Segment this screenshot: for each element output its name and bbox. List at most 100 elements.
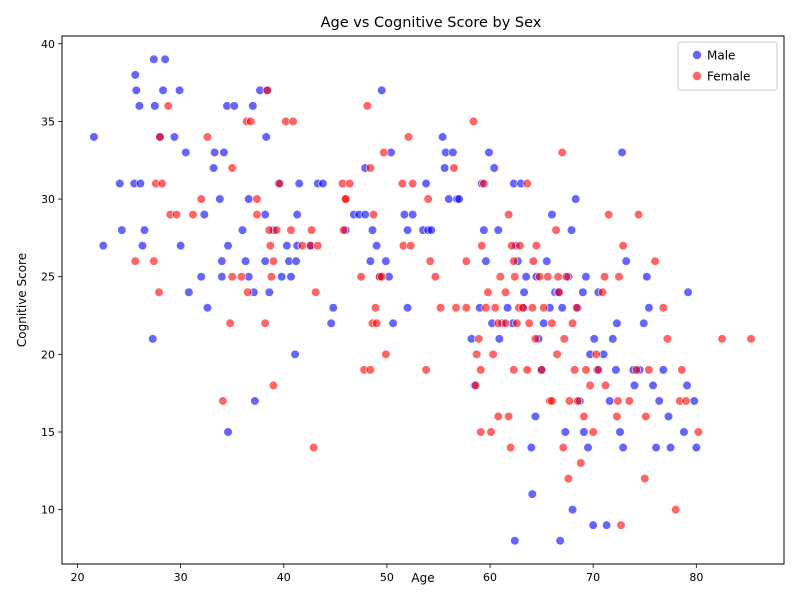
male-point [526,442,536,453]
male-point [286,272,296,282]
female-point [591,349,601,359]
male-point [648,380,658,391]
male-point [679,427,689,437]
chart-title: Age vs Cognitive Score by Sex [321,15,542,31]
female-point [297,241,307,251]
female-point [547,318,557,328]
female-point [537,365,547,375]
male-point [139,225,150,235]
legend-marker-male [692,50,702,60]
male-point [291,256,301,266]
male-point [566,225,577,235]
male-point [639,318,649,328]
female-point [534,272,545,282]
male-point [223,241,233,251]
male-point [621,256,631,266]
female-point [425,256,435,266]
female-point [421,365,431,375]
male-point [134,101,144,111]
female-point [356,272,366,282]
male-point [440,163,450,173]
female-point [488,349,498,359]
female-point [188,209,198,220]
male-point [644,303,654,313]
female-point [252,209,262,220]
male-point [381,256,391,266]
female-point [547,396,557,406]
male-point [264,287,274,297]
male-point [444,194,454,204]
male-point [388,318,398,328]
x-tick-label: 40 [277,571,291,584]
male-point [481,256,491,266]
female-point [483,287,493,297]
male-point [149,54,159,64]
male-point [408,209,418,220]
legend-label-female: Female [707,70,750,84]
female-point [362,101,372,111]
male-point [174,85,185,95]
female-point [476,365,486,375]
male-point [527,489,537,499]
male-point [150,101,160,111]
male-point [115,178,125,189]
male-point [683,287,693,297]
male-point [260,256,270,266]
female-point [243,287,253,297]
female-point [163,101,173,111]
female-point [271,225,282,235]
y-tick-label: 25 [41,271,55,284]
male-point [326,318,336,328]
male-point [605,396,615,406]
male-point [219,147,229,158]
female-point [202,132,213,142]
female-point [576,458,586,468]
female-point [640,473,650,484]
male-point [629,380,640,391]
female-point [377,272,387,282]
male-point [184,287,194,297]
female-point [504,411,514,422]
female-point [539,303,549,313]
male-point [611,365,621,375]
male-point [402,303,413,313]
male-point [484,147,494,158]
female-point [268,256,279,266]
female-point [449,163,459,173]
female-point [370,303,381,313]
male-point [169,132,180,142]
male-point [555,536,565,546]
female-point [554,287,564,297]
male-point [519,287,529,297]
male-point [217,256,227,266]
female-point [307,225,317,235]
female-point [507,241,517,251]
male-point [493,225,503,235]
female-point [486,427,496,437]
male-point [567,505,578,515]
x-tick-label: 50 [380,571,394,584]
female-point [288,116,298,127]
female-point [693,427,703,437]
male-point [217,272,227,282]
male-point [365,256,376,266]
male-point [502,303,513,313]
male-point [260,209,270,220]
male-point [560,427,570,437]
female-point [365,365,376,375]
female-point [472,349,482,359]
male-point [98,241,108,251]
female-point [266,272,276,282]
female-point [613,396,623,406]
female-point [154,287,164,297]
y-tick-label: 30 [41,193,55,206]
female-point [481,303,491,313]
male-point [202,303,213,313]
male-point [130,70,140,80]
male-point [294,178,304,189]
female-point [451,303,461,313]
female-point [552,349,562,359]
female-point [531,241,542,251]
male-point [367,225,378,235]
male-point [371,241,382,251]
